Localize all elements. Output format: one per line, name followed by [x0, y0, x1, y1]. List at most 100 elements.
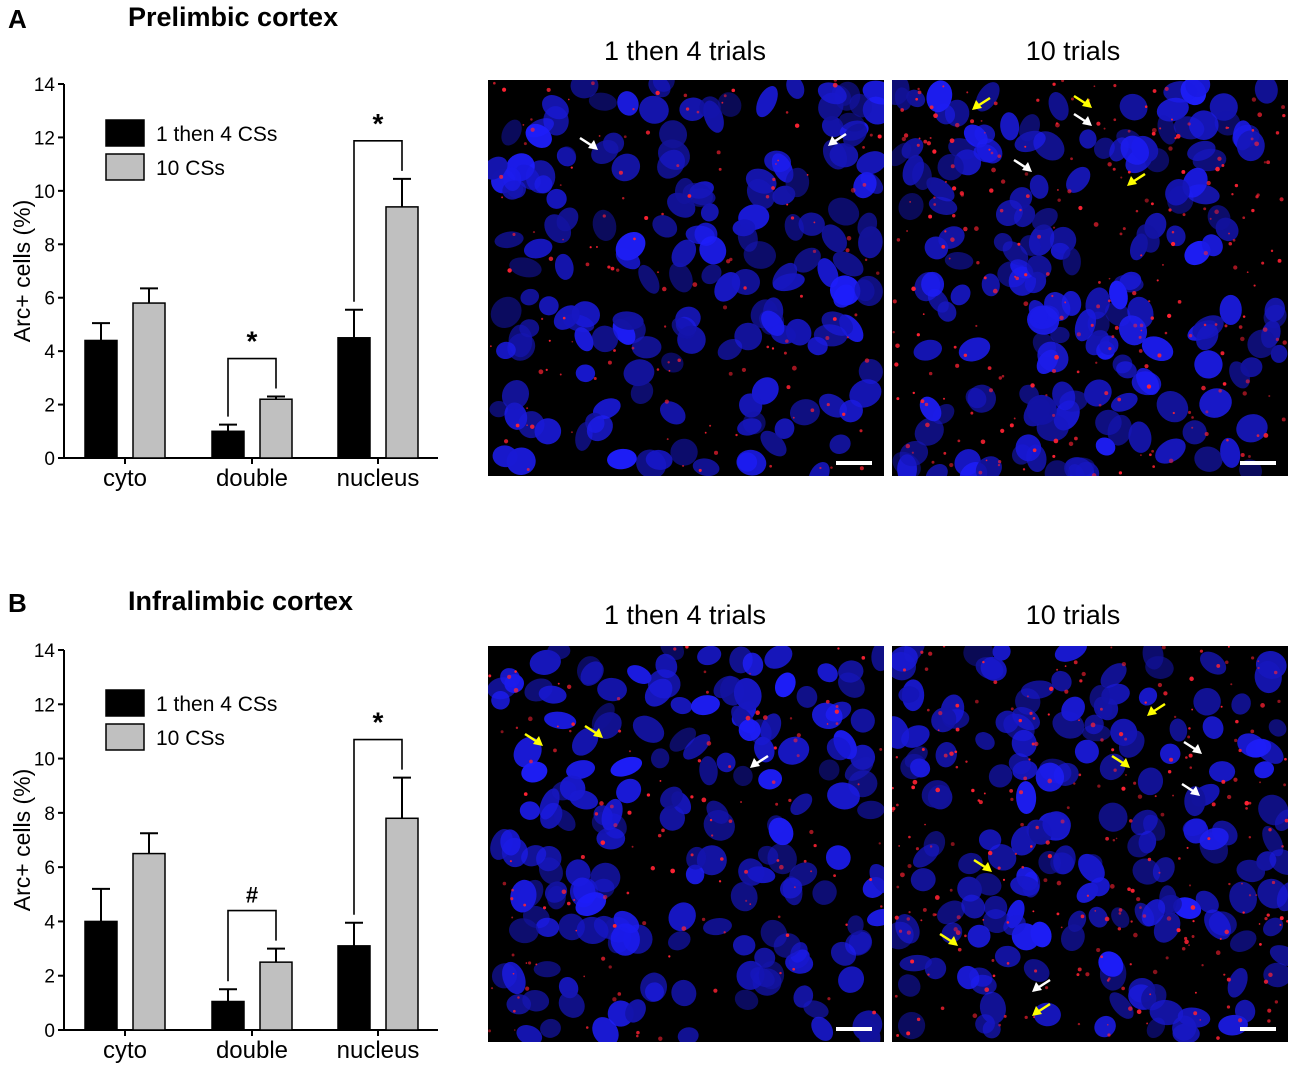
nucleus-cell — [760, 713, 782, 742]
nucleus-cell — [1254, 80, 1278, 104]
arc-puncta — [932, 149, 937, 154]
arc-puncta — [1148, 300, 1151, 303]
arc-puncta — [1034, 741, 1039, 747]
arc-puncta — [963, 226, 968, 232]
nucleus-cell — [774, 672, 796, 698]
arc-puncta — [953, 345, 957, 349]
nucleus-cell — [669, 727, 697, 752]
nucleus-cell — [928, 196, 958, 215]
arc-puncta — [896, 238, 901, 242]
arc-puncta — [1279, 197, 1284, 202]
arc-puncta — [992, 974, 996, 978]
arc-puncta — [1187, 735, 1191, 739]
arc-puncta — [928, 371, 933, 376]
arc-puncta — [892, 299, 897, 304]
nucleus-cell — [733, 678, 762, 711]
arc-puncta — [559, 184, 562, 186]
significance-marker: # — [246, 883, 258, 908]
arc-puncta — [618, 170, 623, 175]
nucleus-cell — [526, 118, 554, 138]
arc-puncta — [570, 431, 573, 434]
nucleus-cell — [897, 974, 921, 997]
nucleus-cell — [1141, 899, 1166, 927]
arc-puncta — [924, 823, 926, 826]
nucleus-cell — [1095, 437, 1116, 456]
nucleus-cell — [686, 846, 707, 870]
nucleus-cell — [671, 317, 696, 339]
arc-puncta — [1149, 993, 1152, 996]
arc-puncta — [1127, 129, 1131, 133]
arc-puncta — [745, 715, 751, 721]
arc-puncta — [1024, 172, 1029, 176]
arc-puncta — [1026, 695, 1029, 698]
arc-puncta — [1168, 208, 1172, 212]
panel-title: Infralimbic cortex — [128, 586, 354, 616]
nucleus-cell — [669, 262, 693, 293]
nucleus-cell — [601, 798, 623, 831]
nucleus-cell — [1227, 967, 1248, 998]
arc-puncta — [944, 230, 947, 233]
arc-puncta — [1056, 880, 1062, 886]
arc-puncta — [1115, 837, 1118, 840]
nucleus-cell — [958, 852, 983, 875]
panel-letter: B — [8, 588, 27, 618]
arc-puncta — [1051, 368, 1057, 374]
nucleus-cell — [768, 817, 794, 846]
significance-bracket — [227, 909, 277, 982]
nucleus-cell — [931, 707, 957, 733]
nucleus-cell — [668, 902, 696, 932]
nucleus-cell — [774, 418, 795, 440]
nucleus-cell — [1066, 166, 1091, 193]
nucleus-cell — [1019, 114, 1040, 142]
arc-puncta — [566, 684, 572, 689]
arc-puncta — [942, 85, 945, 88]
arc-puncta — [1242, 216, 1246, 220]
legend-swatch — [105, 689, 145, 717]
arc-puncta — [1140, 254, 1143, 257]
arc-puncta — [529, 759, 533, 764]
nucleus-cell — [895, 914, 920, 944]
nucleus-cell — [1169, 718, 1188, 742]
arc-puncta — [501, 196, 504, 199]
nucleus-cell — [1011, 729, 1037, 758]
nucleus-cell — [736, 960, 765, 990]
nucleus-cell — [1026, 394, 1057, 425]
nucleus-cell — [1098, 802, 1128, 832]
arc-puncta — [1167, 313, 1172, 318]
arc-puncta — [952, 186, 957, 191]
nucleus-cell — [1110, 718, 1138, 746]
significance-bracket — [227, 357, 277, 417]
arc-puncta — [1133, 323, 1138, 328]
arc-puncta — [1033, 1016, 1036, 1019]
arc-puncta — [1161, 646, 1166, 650]
arc-puncta — [1135, 209, 1139, 213]
arc-puncta — [846, 336, 849, 339]
arc-puncta — [788, 798, 792, 802]
arc-puncta — [955, 930, 961, 936]
arc-puncta — [513, 1029, 516, 1031]
arc-puncta — [771, 780, 776, 784]
arc-puncta — [1000, 428, 1005, 433]
nucleus-cell — [661, 352, 684, 373]
arc-puncta — [991, 959, 995, 962]
arc-puncta — [1037, 234, 1042, 239]
arc-puncta — [1113, 84, 1117, 88]
arc-puncta — [545, 368, 548, 371]
nucleus-cell — [1185, 80, 1211, 98]
nucleus-cell — [1054, 646, 1087, 662]
arc-puncta — [567, 98, 570, 101]
nucleus-cell — [817, 258, 839, 288]
arc-puncta — [1205, 410, 1209, 414]
nucleus-cell — [894, 87, 912, 111]
arc-puncta — [503, 439, 509, 444]
arc-puncta — [703, 670, 707, 674]
arc-puncta — [1118, 471, 1123, 475]
arc-puncta — [955, 703, 960, 708]
nucleus-cell — [987, 844, 1017, 871]
arc-puncta — [970, 119, 975, 124]
arc-puncta — [616, 697, 621, 701]
nucleus-cell — [779, 877, 803, 899]
arc-puncta — [898, 844, 901, 847]
arc-puncta — [502, 881, 507, 886]
nucleus-cell — [829, 434, 851, 455]
